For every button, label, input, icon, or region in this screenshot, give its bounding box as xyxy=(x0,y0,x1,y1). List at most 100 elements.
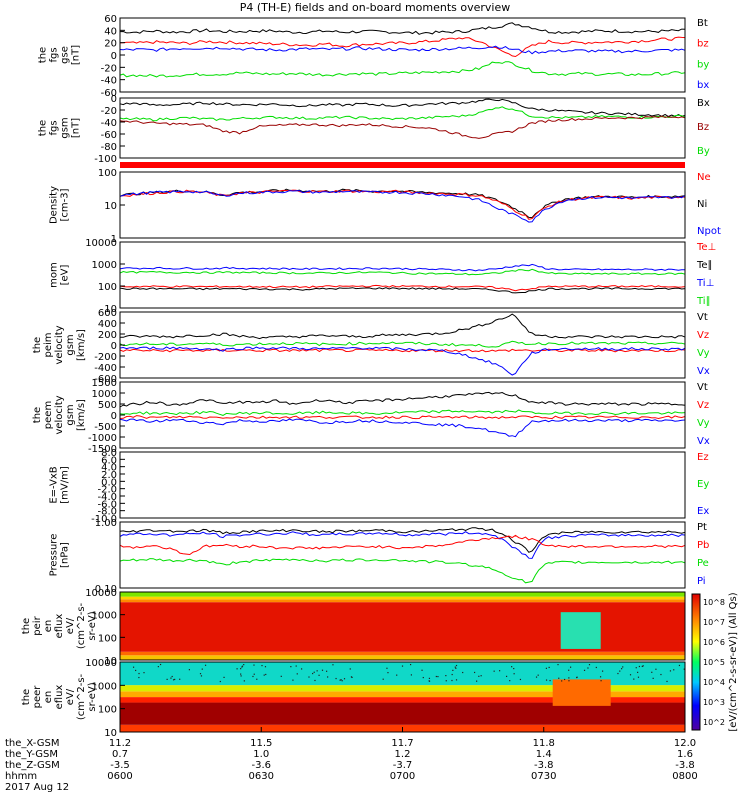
legend-entry: Bx xyxy=(697,98,710,109)
y-tick-label: 400 xyxy=(98,319,117,330)
legend-entry: bx xyxy=(697,80,709,91)
heatmap-speck xyxy=(511,666,513,668)
heatmap-speck xyxy=(568,669,570,671)
x-row-label: 2017 Aug 12 xyxy=(5,782,69,793)
heatmap-speck xyxy=(549,679,551,682)
heatmap-speck xyxy=(601,670,604,672)
panel-peer-eflux: 10000 1000 100 10 the peer en eflux eV/(cm^2-s-s… xyxy=(21,658,686,739)
heatmap-speck xyxy=(621,668,623,670)
heatmap-speck xyxy=(240,668,242,670)
heatmap-speck xyxy=(138,672,140,675)
y-tick-label: -20 xyxy=(101,63,117,74)
heatmap-speck xyxy=(641,665,643,668)
series-density-Ne xyxy=(119,189,686,220)
heatmap-speck xyxy=(256,678,258,680)
colorbar xyxy=(691,593,701,731)
heatmap-speck xyxy=(132,666,135,668)
panel-frame-temperature xyxy=(119,241,686,309)
series-peim-velocity-Vx xyxy=(119,346,686,376)
legend-entry: Bt xyxy=(697,18,708,29)
heatmap-speck xyxy=(499,670,501,672)
heatmap-speck xyxy=(327,676,329,678)
heatmap-speck xyxy=(382,678,384,680)
y-tick-label: 100 xyxy=(98,168,117,179)
x-tick-hhmm: 0630 xyxy=(249,771,274,782)
y-tick-label: 0 xyxy=(111,51,117,62)
series-fgs-gse-Bt xyxy=(119,22,686,35)
y-tick-label: 0 xyxy=(111,341,117,352)
y-tick-label: 1000 xyxy=(92,389,117,400)
legend-entry: Vt xyxy=(697,382,708,393)
heatmap-speck xyxy=(253,673,255,675)
colorbar-tick: 10^3 xyxy=(703,698,725,707)
heatmap-speck xyxy=(622,666,624,668)
y-tick-label: -80 xyxy=(101,142,117,153)
heatmap-speck xyxy=(445,680,447,682)
heatmap-speck xyxy=(332,664,334,666)
series-fgs-gse-by xyxy=(119,61,686,78)
y-tick-label: -40 xyxy=(101,118,117,129)
y-tick-label: 20 xyxy=(104,39,117,50)
legend-entry: Ti∥ xyxy=(696,296,711,307)
heatmap-speck xyxy=(172,679,175,681)
y-axis-label: [nT] xyxy=(71,45,82,65)
y-axis-label: [nT] xyxy=(71,118,82,138)
heatmap-speck xyxy=(652,677,654,679)
y-tick-label: -500 xyxy=(94,422,117,433)
y-tick-label: 0.0 xyxy=(101,477,117,488)
heatmap-speck xyxy=(535,676,538,678)
y-tick-label: -8.0 xyxy=(97,507,117,518)
colorbar-label: [eV/(cm^2-s-sr-eV)] (All Qs) xyxy=(728,592,739,731)
heatmap-speck xyxy=(292,679,294,681)
heatmap-speck xyxy=(435,675,437,678)
heatmap-speck xyxy=(252,675,254,678)
heatmap-speck xyxy=(421,669,423,671)
heatmap-speck xyxy=(401,665,404,667)
heatmap-speck xyxy=(290,666,292,668)
panel-fgs-gsm: 0-20-40-60-80-100 the fgs gsm [nT] Bx Bz By xyxy=(38,94,710,165)
heatmap-speck xyxy=(455,664,458,667)
y-tick-label: 100 xyxy=(98,705,117,716)
panel-frame-peim-velocity xyxy=(119,311,686,379)
x-tick-hhmm: 0600 xyxy=(107,771,132,782)
legend-entry: Vy xyxy=(697,418,710,429)
y-tick-label: -20 xyxy=(101,106,117,117)
series-fgs-gsm-By xyxy=(119,106,686,122)
series-temperature-Te∥ xyxy=(119,287,686,294)
y-tick-label: 500 xyxy=(98,400,117,411)
y-axis-label: en xyxy=(43,620,54,633)
heatmap-speck xyxy=(476,680,478,682)
y-tick-label: 0 xyxy=(111,411,117,422)
series-peim-velocity-Vt xyxy=(120,313,686,340)
heatmap-speck xyxy=(240,675,242,677)
heatmap-speck xyxy=(341,680,343,682)
y-tick-label: 200 xyxy=(98,330,117,341)
heatmap-band-4 xyxy=(120,596,685,600)
series-peem-velocity-Vz xyxy=(119,415,686,420)
heatmap-speck xyxy=(651,671,653,673)
heatmap-speck xyxy=(200,675,203,677)
heatmap-speck xyxy=(422,676,424,679)
colorbar-tick: 10^7 xyxy=(703,618,725,627)
heatmap-speck xyxy=(599,676,602,678)
heatmap-speck xyxy=(678,664,681,667)
heatmap-speck xyxy=(387,672,389,674)
heatmap-speck xyxy=(343,678,346,680)
legend-entry: By xyxy=(697,146,710,157)
y-axis-label: velocity xyxy=(54,325,65,364)
heatmap-speck xyxy=(166,678,168,680)
y-tick-label: -600 xyxy=(94,374,117,385)
heatmap-speck xyxy=(296,673,298,675)
colorbar-tick: 10^4 xyxy=(703,678,725,687)
heatmap-band-5 xyxy=(120,662,685,686)
legend-entry: Vy xyxy=(697,348,710,359)
heatmap-speck xyxy=(600,680,602,682)
y-axis-label: peir xyxy=(32,615,43,635)
panel-temperature: 10000 1000 100 10 mom [eV] Te⊥ Te∥ Ti⊥ Ti∥ xyxy=(49,238,717,315)
panel-e-field: 8.06.04.02.00.0-2.0-4.0-6.0-8.0-10.0 E=-V… xyxy=(49,448,710,525)
y-tick-label: 10 xyxy=(104,728,117,739)
heatmap-speck xyxy=(452,669,454,671)
heatmap-speck xyxy=(339,679,341,681)
heatmap-band-0 xyxy=(120,655,685,660)
legend-entry: Vx xyxy=(697,366,710,377)
